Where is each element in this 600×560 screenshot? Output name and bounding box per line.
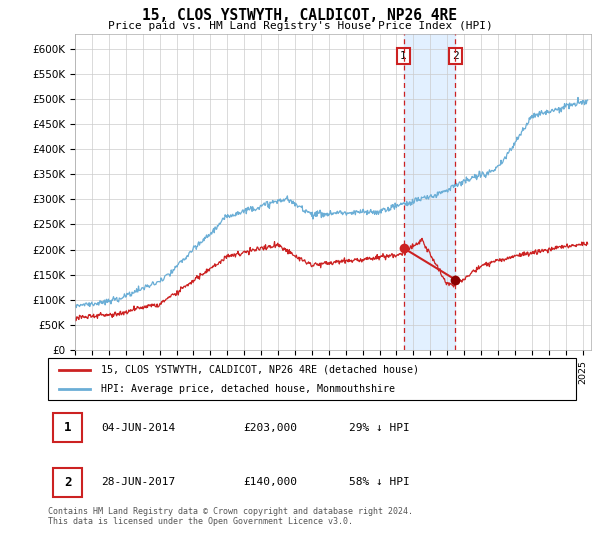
FancyBboxPatch shape [53, 468, 82, 497]
Text: 28-JUN-2017: 28-JUN-2017 [101, 478, 175, 487]
Text: Price paid vs. HM Land Registry's House Price Index (HPI): Price paid vs. HM Land Registry's House … [107, 21, 493, 31]
Text: 1: 1 [400, 51, 407, 60]
FancyBboxPatch shape [48, 358, 576, 400]
Text: 58% ↓ HPI: 58% ↓ HPI [349, 478, 410, 487]
Text: 1: 1 [64, 421, 71, 434]
Text: Contains HM Land Registry data © Crown copyright and database right 2024.
This d: Contains HM Land Registry data © Crown c… [48, 507, 413, 526]
Text: 15, CLOS YSTWYTH, CALDICOT, NP26 4RE: 15, CLOS YSTWYTH, CALDICOT, NP26 4RE [143, 8, 458, 24]
Text: HPI: Average price, detached house, Monmouthshire: HPI: Average price, detached house, Monm… [101, 384, 395, 394]
Text: 2: 2 [64, 476, 71, 489]
FancyBboxPatch shape [53, 413, 82, 442]
Text: £140,000: £140,000 [244, 478, 298, 487]
Text: 29% ↓ HPI: 29% ↓ HPI [349, 423, 410, 432]
Text: 15, CLOS YSTWYTH, CALDICOT, NP26 4RE (detached house): 15, CLOS YSTWYTH, CALDICOT, NP26 4RE (de… [101, 365, 419, 375]
Text: 2: 2 [452, 51, 459, 60]
Text: 04-JUN-2014: 04-JUN-2014 [101, 423, 175, 432]
Text: £203,000: £203,000 [244, 423, 298, 432]
Bar [404, 34, 455, 350]
